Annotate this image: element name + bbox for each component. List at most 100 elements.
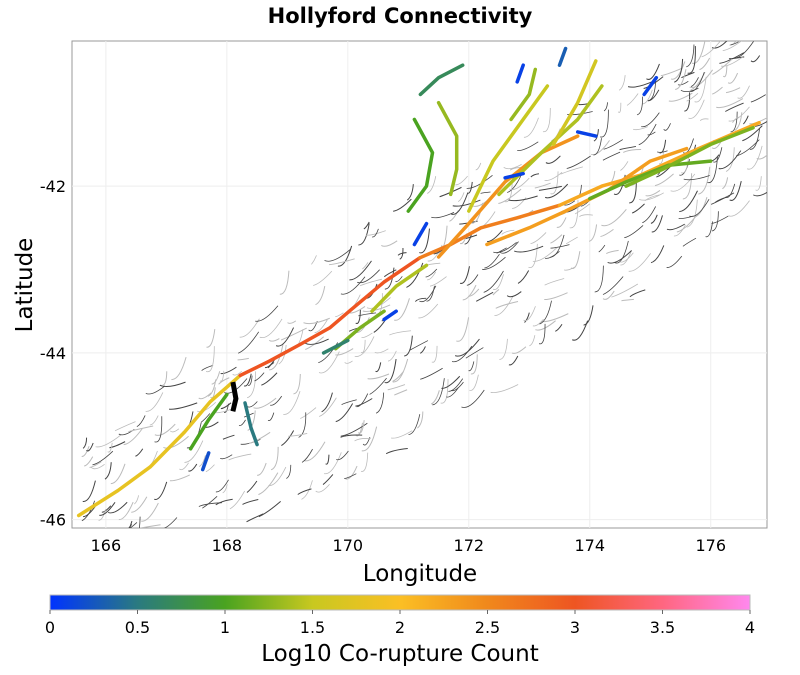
fault-trace (200, 451, 211, 472)
background-fault (719, 52, 745, 64)
background-fault (686, 44, 695, 68)
background-fault (716, 98, 744, 109)
background-fault (638, 123, 657, 146)
background-fault (539, 300, 552, 325)
background-fault (359, 278, 383, 287)
background-fault (689, 198, 710, 217)
background-fault (606, 249, 619, 255)
fault-trace (509, 67, 538, 122)
background-fault (279, 270, 290, 295)
background-fault (156, 539, 161, 550)
background-fault (128, 425, 154, 433)
background-fault (238, 419, 246, 427)
background-fault (756, 154, 767, 160)
background-fault (686, 199, 698, 228)
background-fault (82, 437, 88, 449)
background-fault (399, 247, 404, 260)
fault-trace (243, 401, 259, 447)
source-fault-trace (230, 381, 239, 412)
background-fault (393, 198, 412, 212)
background-fault (624, 225, 644, 239)
background-fault (470, 354, 478, 375)
background-fault (123, 428, 143, 446)
background-fault (129, 522, 138, 528)
background-fault (509, 177, 530, 190)
background-fault (280, 327, 307, 341)
background-fault (354, 336, 375, 357)
background-fault (673, 58, 684, 83)
background-fault (677, 80, 689, 86)
background-fault (600, 228, 614, 238)
background-fault (607, 250, 632, 264)
background-fault (392, 371, 404, 382)
background-fault (742, 125, 763, 142)
background-fault (169, 428, 180, 433)
background-fault (631, 203, 645, 214)
fault-trace (557, 46, 568, 67)
background-fault (118, 501, 134, 521)
fault-trace (370, 263, 429, 313)
background-fault (205, 464, 215, 473)
background-fault (135, 448, 144, 457)
background-fault (304, 441, 326, 462)
colorbar-tick-label: 1 (220, 618, 230, 637)
background-fault (409, 340, 429, 351)
background-fault (734, 112, 743, 132)
background-fault (258, 500, 281, 518)
background-fault (355, 398, 373, 407)
fault-trace (76, 373, 242, 518)
background-fault (389, 330, 412, 336)
background-fault (493, 242, 517, 253)
background-fault (499, 338, 508, 360)
background-fault (550, 234, 565, 258)
background-fault (492, 274, 504, 290)
background-fault (749, 117, 767, 125)
background-fault (750, 94, 766, 103)
background-fault (514, 245, 544, 253)
background-fault (341, 399, 357, 405)
background-fault (340, 434, 363, 438)
background-fault (248, 431, 271, 444)
background-fault (500, 241, 519, 254)
background-fault (239, 318, 260, 338)
background-fault (86, 573, 112, 587)
y-tick-label: -42 (40, 177, 66, 196)
background-fault (633, 126, 648, 131)
background-fault (620, 250, 632, 266)
background-fault (621, 298, 634, 302)
background-fault (418, 303, 439, 319)
background-fault (551, 128, 561, 141)
background-fault (81, 500, 96, 522)
background-fault (690, 72, 705, 93)
background-fault (644, 194, 660, 202)
background-fault (617, 102, 622, 113)
background-fault (590, 140, 610, 156)
background-fault (354, 438, 371, 442)
background-fault (430, 390, 440, 405)
background-fault (620, 161, 629, 171)
background-fault (406, 262, 424, 288)
background-fault (154, 416, 163, 443)
background-fault (92, 450, 114, 466)
background-fault (480, 191, 491, 194)
background-fault (583, 305, 594, 326)
fault-trace (436, 100, 459, 197)
background-fault (374, 348, 389, 354)
background-fault (538, 185, 562, 191)
background-fault (340, 276, 366, 295)
background-fault (755, 176, 762, 191)
background-fault (673, 224, 686, 237)
background-fault (651, 215, 663, 233)
background-fault (718, 150, 742, 170)
y-axis-label: Latitude (12, 238, 38, 333)
background-fault (728, 106, 750, 122)
background-fault (642, 206, 657, 224)
background-fault (711, 41, 728, 49)
background-fault (712, 58, 733, 75)
background-fault (603, 102, 608, 112)
background-fault (385, 447, 408, 455)
background-fault (383, 269, 397, 278)
background-fault (218, 377, 230, 385)
background-fault (466, 174, 493, 189)
background-fault (255, 305, 279, 322)
